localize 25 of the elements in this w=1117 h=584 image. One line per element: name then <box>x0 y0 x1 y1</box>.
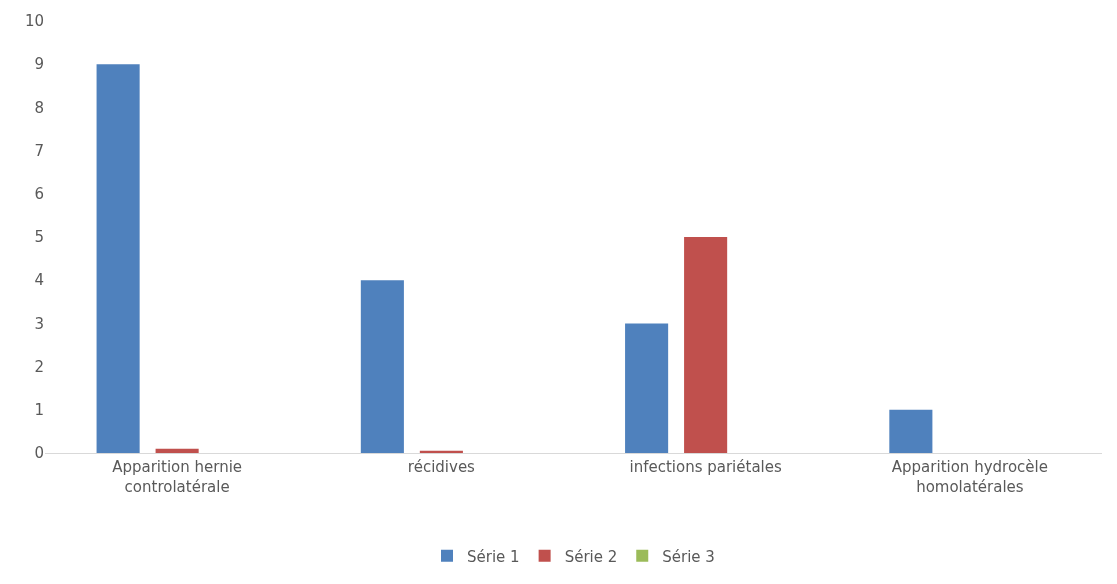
bar <box>96 64 140 453</box>
legend-label: Série 2 <box>564 547 618 566</box>
bar <box>625 323 669 453</box>
bar <box>360 280 404 453</box>
bar <box>889 409 933 453</box>
bar <box>419 450 463 453</box>
y-tick-label: 8 <box>34 98 44 117</box>
y-tick-label: 5 <box>34 228 44 247</box>
legend-label: Série 3 <box>662 547 715 566</box>
x-tick-label: Apparition hernie controlatérale <box>112 458 243 496</box>
bar <box>684 237 728 453</box>
y-tick-label: 6 <box>34 185 44 204</box>
x-tick-label: récidives <box>407 458 476 476</box>
legend-label: Série 1 <box>467 547 520 566</box>
y-tick-label: 9 <box>34 55 44 74</box>
y-tick-label: 2 <box>34 357 44 376</box>
y-tick-label: 7 <box>34 141 44 160</box>
x-tick-label: Apparition hydrocèle homolatérales <box>891 458 1048 496</box>
x-tick-label: infections pariétales <box>629 458 782 476</box>
y-tick-label: 0 <box>34 444 44 463</box>
y-tick-label: 4 <box>34 271 44 290</box>
bar <box>155 448 199 453</box>
y-tick-label: 3 <box>34 314 44 333</box>
y-tick-label: 1 <box>34 401 44 420</box>
y-tick-label: 10 <box>24 12 44 31</box>
